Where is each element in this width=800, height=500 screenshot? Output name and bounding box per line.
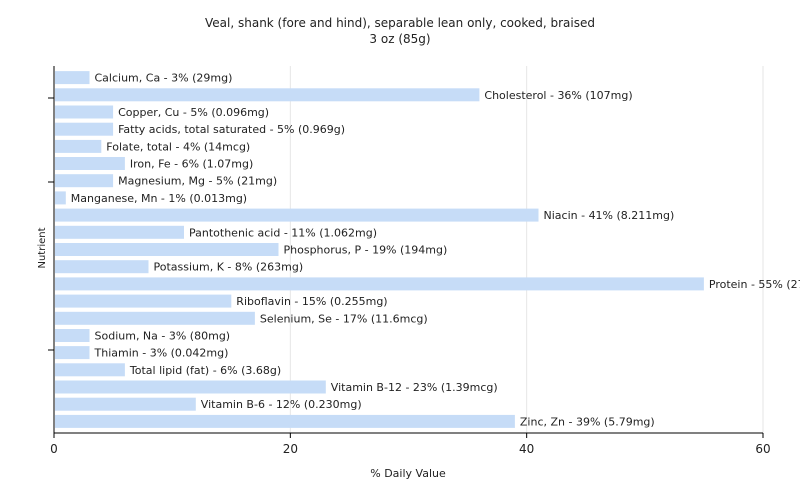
bar-label: Magnesium, Mg - 5% (21mg) — [118, 175, 277, 188]
bar — [55, 294, 232, 308]
bar — [55, 414, 515, 428]
bar — [55, 225, 184, 239]
x-tick-label: 20 — [283, 442, 298, 456]
bar — [55, 260, 149, 274]
bar — [55, 311, 255, 325]
bar-label: Folate, total - 4% (14mcg) — [106, 140, 250, 153]
x-tick-label: 60 — [755, 442, 770, 456]
bar — [55, 329, 90, 342]
bar-label: Riboflavin - 15% (0.255mg) — [236, 295, 387, 308]
bar-label: Pantothenic acid - 11% (1.062mg) — [189, 226, 377, 239]
bar-label: Sodium, Na - 3% (80mg) — [95, 330, 231, 343]
bar-label: Zinc, Zn - 39% (5.79mg) — [520, 415, 655, 428]
bar — [55, 157, 125, 170]
bar-label: Calcium, Ca - 3% (29mg) — [95, 72, 233, 85]
bar-label: Copper, Cu - 5% (0.096mg) — [118, 106, 269, 119]
bar — [55, 397, 196, 411]
bar-label: Niacin - 41% (8.211mg) — [544, 209, 675, 222]
bar-label: Manganese, Mn - 1% (0.013mg) — [71, 192, 247, 205]
bar-label: Cholesterol - 36% (107mg) — [484, 89, 632, 102]
bar — [55, 380, 326, 394]
y-axis-label: Nutrient — [37, 227, 48, 268]
bar-label: Vitamin B-12 - 23% (1.39mcg) — [331, 381, 498, 394]
bar — [55, 363, 125, 377]
bar — [55, 346, 90, 360]
bar — [55, 71, 90, 85]
bar — [55, 208, 539, 222]
bar — [55, 139, 102, 153]
bar — [55, 88, 480, 102]
bar-label: Iron, Fe - 6% (1.07mg) — [130, 158, 253, 171]
bar — [55, 105, 114, 119]
bar-label: Potassium, K - 8% (263mg) — [154, 261, 304, 274]
bar — [55, 243, 279, 256]
bar-label: Phosphorus, P - 19% (194mg) — [284, 244, 448, 257]
bar-label: Total lipid (fat) - 6% (3.68g) — [129, 364, 281, 377]
bar — [55, 191, 66, 205]
chart-title: Veal, shank (fore and hind), separable l… — [205, 16, 595, 30]
chart-subtitle: 3 oz (85g) — [369, 32, 431, 46]
bar-label: Thiamin - 3% (0.042mg) — [94, 347, 229, 360]
bar — [55, 174, 114, 188]
bar — [55, 277, 704, 291]
bar-label: Protein - 55% (27.39g) — [709, 278, 800, 291]
bar-label: Selenium, Se - 17% (11.6mcg) — [260, 312, 428, 325]
x-tick-label: 40 — [519, 442, 534, 456]
bar-label: Vitamin B-6 - 12% (0.230mg) — [201, 398, 362, 411]
bar — [55, 122, 114, 136]
x-axis-label: % Daily Value — [370, 467, 446, 480]
x-tick-label: 0 — [50, 442, 58, 456]
bar-label: Fatty acids, total saturated - 5% (0.969… — [118, 123, 345, 136]
